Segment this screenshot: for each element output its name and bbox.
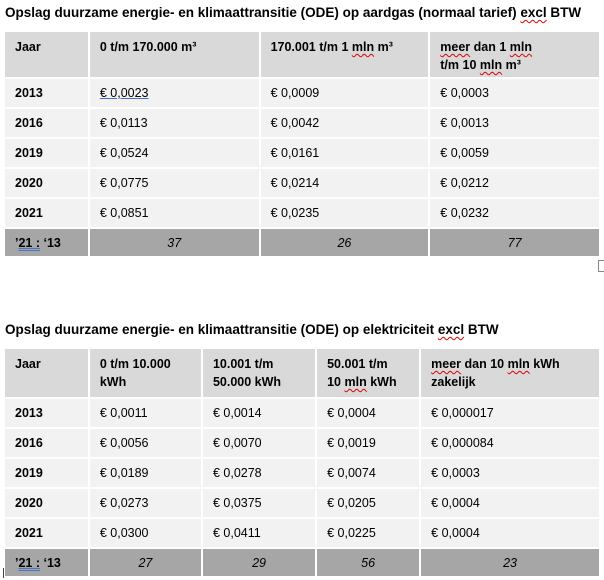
ratio-value: 26 — [260, 229, 429, 256]
value-cell: € 0,0278 — [202, 459, 316, 487]
value-cell: € 0,0004 — [421, 519, 599, 547]
text-cursor — [3, 568, 4, 578]
value-cell: € 0,0225 — [317, 519, 420, 547]
value-cell: € 0,0009 — [260, 79, 429, 107]
elec-table-title: Opslag duurzame energie- en klimaattrans… — [5, 322, 499, 337]
header-cell-tier1: 0 t/m 10.000 kWh — [89, 349, 201, 397]
year-cell: 2016 — [5, 109, 88, 137]
elec-header-row: Jaar 0 t/m 10.000 kWh 10.001 t/m 50.000 kW… — [5, 349, 599, 397]
header-cell-tier2: 170.001 t/m 1 mln m³ — [260, 32, 429, 77]
table-row: 2021 € 0,0851 € 0,0235 € 0,0232 — [5, 199, 599, 227]
gas-table-title: Opslag duurzame energie- en klimaattrans… — [5, 5, 582, 20]
value-cell: € 0,0524 — [89, 139, 259, 167]
value-cell: € 0,0014 — [202, 399, 316, 427]
value-cell: € 0,0235 — [260, 199, 429, 227]
year-cell: 2020 — [5, 169, 88, 197]
year-cell: 2019 — [5, 459, 88, 487]
ratio-value: 23 — [421, 549, 599, 576]
table-row: 2021 € 0,0300 € 0,0411 € 0,0225 € 0,0004 — [5, 519, 599, 547]
ratio-value: 27 — [89, 549, 201, 576]
header-cell-year: Jaar — [5, 32, 88, 77]
value-cell: € 0,0212 — [430, 169, 599, 197]
value-cell: € 0,0300 — [89, 519, 201, 547]
ratio-value: 77 — [430, 229, 599, 256]
table-row: 2020 € 0,0273 € 0,0375 € 0,0205 € 0,0004 — [5, 489, 599, 517]
ratio-label: ’21 : ‘13 — [5, 229, 88, 256]
value-cell: € 0,0070 — [202, 429, 316, 457]
year-cell: 2019 — [5, 139, 88, 167]
table-row: 2016 € 0,0056 € 0,0070 € 0,0019 € 0,0000… — [5, 429, 599, 457]
value-cell: € 0,0004 — [421, 489, 599, 517]
value-cell: € 0,0273 — [89, 489, 201, 517]
year-cell: 2021 — [5, 199, 88, 227]
table-row: 2019 € 0,0189 € 0,0278 € 0,0074 € 0,0003 — [5, 459, 599, 487]
ratio-row: ’21 : ‘13 27 29 56 23 — [5, 549, 599, 576]
value-cell: € 0,000084 — [421, 429, 599, 457]
value-cell: € 0,0411 — [202, 519, 316, 547]
value-cell: € 0,0019 — [317, 429, 420, 457]
year-cell: 2013 — [5, 399, 88, 427]
value-cell: € 0,0042 — [260, 109, 429, 137]
value-cell: € 0,0011 — [89, 399, 201, 427]
ratio-value: 29 — [202, 549, 316, 576]
value-cell: € 0,0232 — [430, 199, 599, 227]
value-cell: € 0,0059 — [430, 139, 599, 167]
margin-mark — [598, 260, 604, 272]
value-cell: € 0,000017 — [421, 399, 599, 427]
value-cell: € 0,0013 — [430, 109, 599, 137]
value-cell: € 0,0214 — [260, 169, 429, 197]
ratio-row: ’21 : ‘13 37 26 77 — [5, 229, 599, 256]
gas-table: Jaar 0 t/m 170.000 m³ 170.001 t/m 1 mln … — [3, 30, 601, 258]
header-cell-tier2: 10.001 t/m 50.000 kWh — [202, 349, 316, 397]
table-row: 2016 € 0,0113 € 0,0042 € 0,0013 — [5, 109, 599, 137]
value-cell: € 0,0023 — [89, 79, 259, 107]
header-cell-tier1: 0 t/m 170.000 m³ — [89, 32, 259, 77]
table-row: 2020 € 0,0775 € 0,0214 € 0,0212 — [5, 169, 599, 197]
header-cell-year: Jaar — [5, 349, 88, 397]
value-cell: € 0,0003 — [421, 459, 599, 487]
year-cell: 2021 — [5, 519, 88, 547]
elec-table: Jaar 0 t/m 10.000 kWh 10.001 t/m 50.000 kW… — [3, 347, 601, 578]
table-row: 2019 € 0,0524 € 0,0161 € 0,0059 — [5, 139, 599, 167]
ratio-value: 37 — [89, 229, 259, 256]
header-cell-tier3: 50.001 t/m 10 mln kWh — [317, 349, 420, 397]
value-cell: € 0,0851 — [89, 199, 259, 227]
value-cell: € 0,0775 — [89, 169, 259, 197]
value-cell: € 0,0375 — [202, 489, 316, 517]
header-cell-tier4: meer dan 10 mln kWh zakelijk — [421, 349, 599, 397]
gas-header-row: Jaar 0 t/m 170.000 m³ 170.001 t/m 1 mln … — [5, 32, 599, 77]
value-cell: € 0,0056 — [89, 429, 201, 457]
table-row: 2013 € 0,0023 € 0,0009 € 0,0003 — [5, 79, 599, 107]
value-cell: € 0,0189 — [89, 459, 201, 487]
year-cell: 2016 — [5, 429, 88, 457]
value-cell: € 0,0004 — [317, 399, 420, 427]
header-cell-tier3: meer dan 1 mln t/m 10 mln m³ — [430, 32, 599, 77]
value-cell: € 0,0074 — [317, 459, 420, 487]
value-cell: € 0,0113 — [89, 109, 259, 137]
table-row: 2013 € 0,0011 € 0,0014 € 0,0004 € 0,0000… — [5, 399, 599, 427]
value-cell: € 0,0161 — [260, 139, 429, 167]
year-cell: 2020 — [5, 489, 88, 517]
ratio-label: ’21 : ‘13 — [5, 549, 88, 576]
value-cell: € 0,0003 — [430, 79, 599, 107]
year-cell: 2013 — [5, 79, 88, 107]
ratio-value: 56 — [317, 549, 420, 576]
value-cell: € 0,0205 — [317, 489, 420, 517]
